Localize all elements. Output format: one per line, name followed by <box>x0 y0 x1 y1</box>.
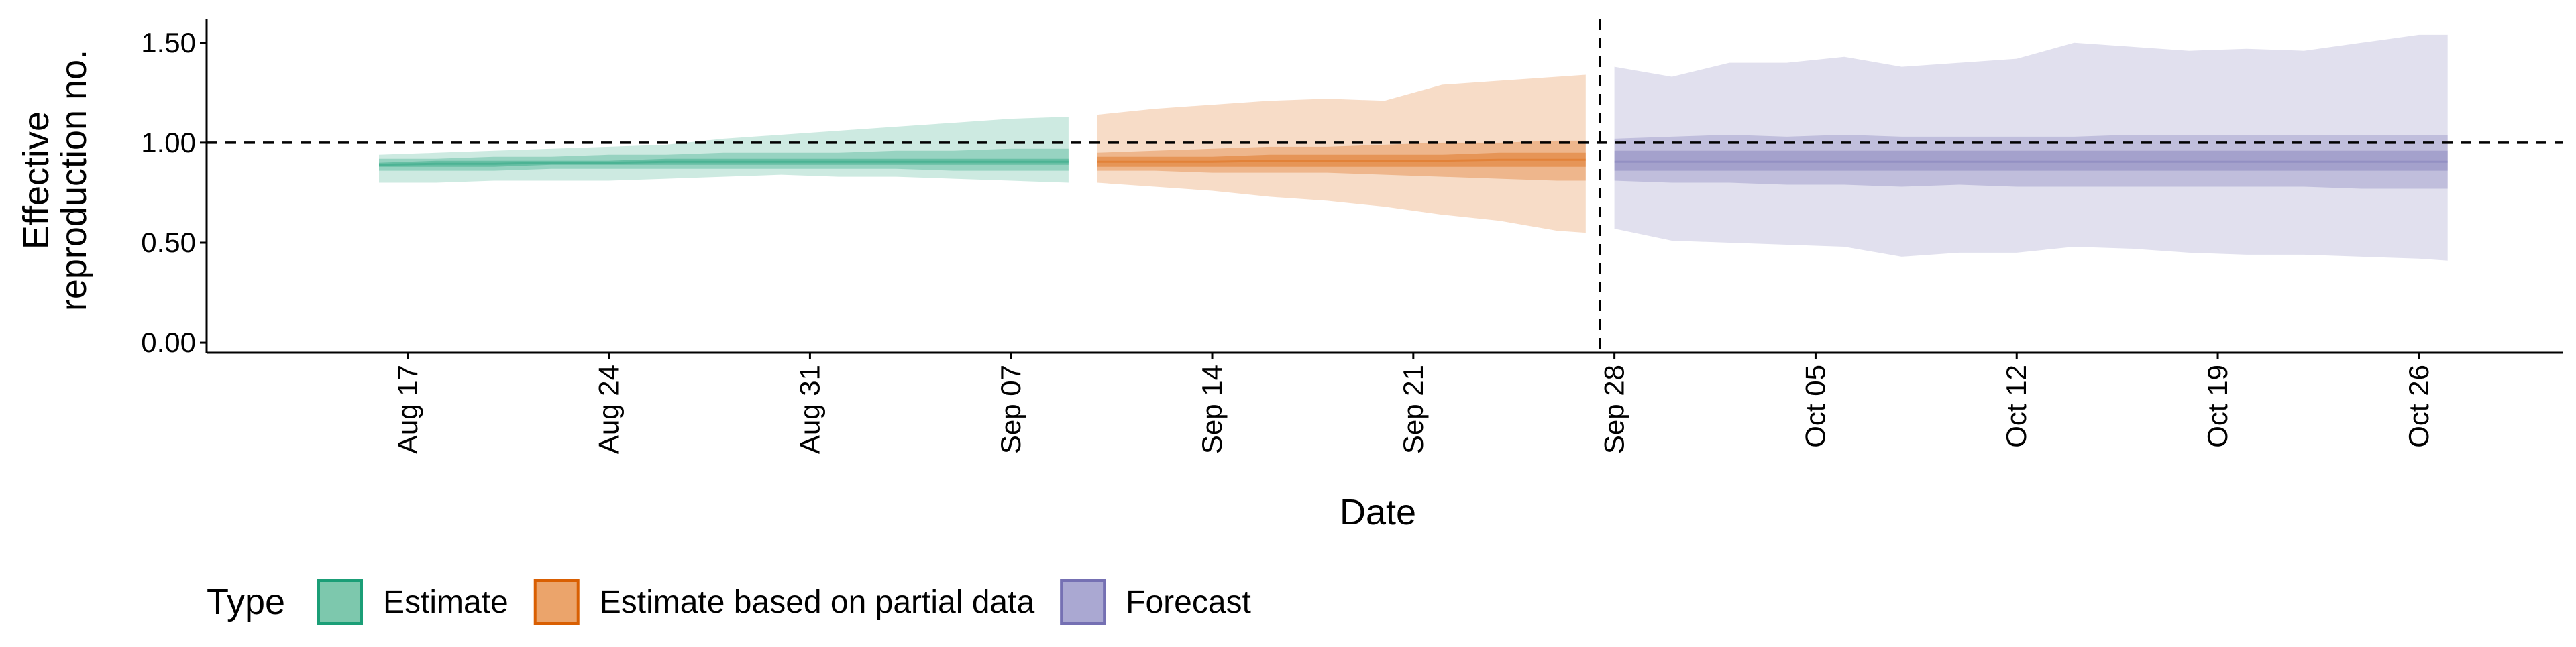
y-tick-label: 0.00 <box>141 327 196 358</box>
y-axis-title-line: reproduction no. <box>54 50 94 311</box>
reference-lines <box>207 19 2563 353</box>
y-axis-title: Effectivereproduction no. <box>16 50 94 311</box>
x-tick-label: Sep 14 <box>1196 365 1228 454</box>
y-tick-label: 1.00 <box>141 127 196 158</box>
forecast-ribbon-50pct <box>1614 135 2448 189</box>
estimate-ribbon-50pct <box>379 148 1069 171</box>
estimate-based-on-partial-data-ribbon-20pct <box>1097 152 1586 167</box>
y-axis-title-line: Effective <box>16 111 56 249</box>
legend: Type Estimate Estimate based on partial da… <box>207 579 1251 625</box>
x-tick-label: Aug 31 <box>794 365 825 454</box>
estimate-based-on-partial-data-ribbon-50pct <box>1097 140 1586 181</box>
legend-key-label: Estimate based on partial data <box>600 585 1035 620</box>
x-tick-label: Oct 05 <box>1799 365 1831 448</box>
x-axis-title: Date <box>1340 492 1416 532</box>
axes-layer: 0.00 0.50 1.00 1.50 Aug 17 Aug 24 Aug 31 Sep 07… <box>16 19 2563 532</box>
x-tick-label: Sep 07 <box>995 365 1026 454</box>
ribbon-layer <box>378 34 2448 261</box>
legend-key-label: Forecast <box>1126 585 1251 620</box>
estimate-ribbon-90pct <box>379 117 1069 183</box>
estimate-based-on-partial-data-ribbon-90pct <box>1097 74 1586 233</box>
estimate-median-line <box>378 160 1069 166</box>
y-tick-label: 0.50 <box>141 227 196 258</box>
x-tick-label: Aug 24 <box>593 365 625 454</box>
forecast-ribbon-20pct <box>1614 150 2448 171</box>
y-tick-label: 1.50 <box>141 27 196 58</box>
x-tick-label: Oct 19 <box>2202 365 2233 448</box>
x-tick-label: Sep 28 <box>1599 365 1630 454</box>
estimate-ribbon-20pct <box>379 158 1069 167</box>
x-tick-label: Aug 17 <box>392 365 423 454</box>
x-tick-label: Oct 12 <box>2000 365 2032 448</box>
forecast-ribbon-90pct <box>1614 34 2448 261</box>
legend-title: Type <box>207 582 285 622</box>
x-tick-label: Sep 21 <box>1397 365 1429 454</box>
legend-key-label: Estimate <box>383 585 508 620</box>
x-tick-label: Oct 26 <box>2403 365 2434 448</box>
legend-key-swatch <box>533 579 580 625</box>
legend-key-swatch <box>317 579 363 625</box>
estimate-based-on-partial-data-median-line <box>1097 158 1586 163</box>
legend-key-swatch <box>1060 579 1106 625</box>
